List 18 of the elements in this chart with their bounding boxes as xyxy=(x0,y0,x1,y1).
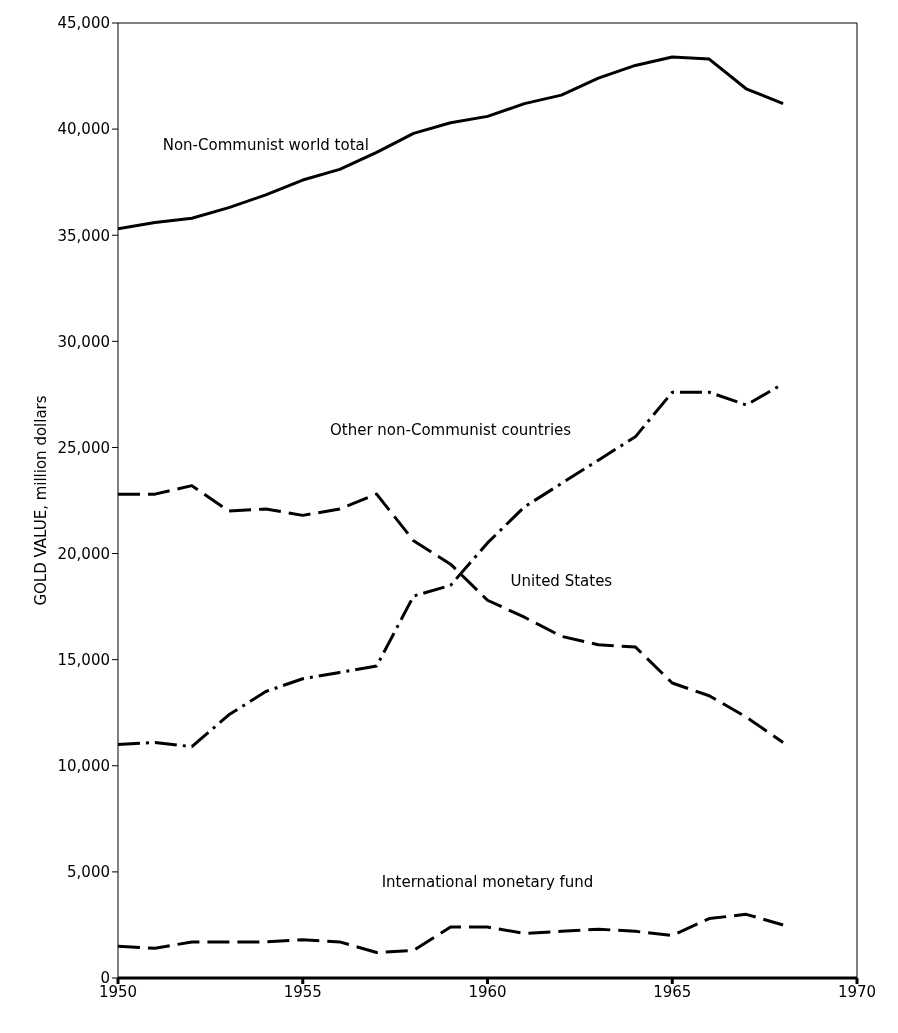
y-tick-label: 10,000 xyxy=(57,757,110,776)
x-tick-label: 1965 xyxy=(653,982,692,1001)
y-tick-label: 15,000 xyxy=(57,650,110,669)
series-label: Non-Communist world total xyxy=(162,135,369,154)
y-tick-label: 25,000 xyxy=(57,438,110,457)
x-tick-label: 1970 xyxy=(837,982,877,1001)
y-tick-label: 45,000 xyxy=(57,14,110,33)
series-label: United States xyxy=(510,572,613,591)
y-tick-label: 5,000 xyxy=(67,863,110,882)
x-tick-label: 1955 xyxy=(283,982,322,1001)
y-tick-label: 40,000 xyxy=(57,120,110,139)
text: Other non-Communist countries xyxy=(329,421,572,440)
x-tick-label: 1960 xyxy=(468,982,507,1001)
text: International monetary fund xyxy=(381,873,594,892)
y-axis-title: GOLD VALUE, million dollars xyxy=(32,395,51,606)
y-tick-label: 35,000 xyxy=(57,226,110,245)
y-tick-label: 30,000 xyxy=(57,332,110,351)
y-tick-label: 20,000 xyxy=(57,544,110,563)
